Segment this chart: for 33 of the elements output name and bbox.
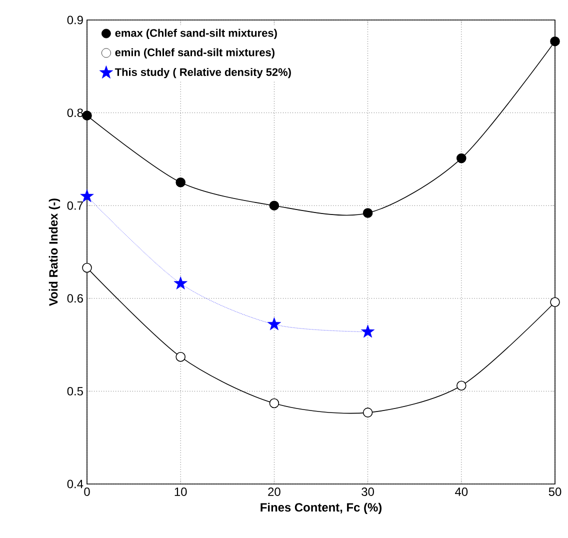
x-tick-label: 30 [362, 488, 374, 496]
y-tick-label: 0.8 [67, 108, 83, 118]
x-tick-label: 20 [268, 488, 280, 496]
x-tick-label: 10 [174, 488, 187, 496]
point [269, 398, 280, 408]
point [176, 352, 186, 362]
x-axis-title: Fines Content, Fc (%) [260, 502, 382, 514]
point [362, 208, 373, 218]
point [456, 153, 466, 164]
y-axis-title: Void Ratio Index (-) [48, 198, 60, 306]
point [174, 276, 188, 290]
point [80, 189, 94, 202]
point [550, 36, 560, 46]
y-tick-label: 0.4 [67, 480, 84, 488]
point [269, 200, 280, 210]
y-tick-label: 0.7 [67, 201, 83, 210]
x-tick-label: 40 [455, 488, 468, 496]
point [82, 262, 92, 273]
point [82, 110, 92, 120]
legend-label: This study ( Relative density 52%) [114, 68, 291, 78]
legend-label: emax (Chlef sand-silt mixtures) [115, 28, 277, 40]
x-tick-label: 50 [548, 488, 562, 496]
y-tick-label: 0.9 [67, 16, 83, 24]
y-tick-label: 0.5 [67, 386, 83, 396]
point [550, 297, 560, 308]
point [362, 408, 373, 418]
y-tick-label: 0.6 [67, 294, 83, 303]
legend-label: emin (Chlef sand-silt mixtures) [115, 48, 274, 58]
point [456, 380, 466, 391]
point [176, 178, 186, 188]
point [267, 317, 282, 330]
point [360, 324, 375, 338]
x-tick-label: 0 [84, 488, 90, 496]
